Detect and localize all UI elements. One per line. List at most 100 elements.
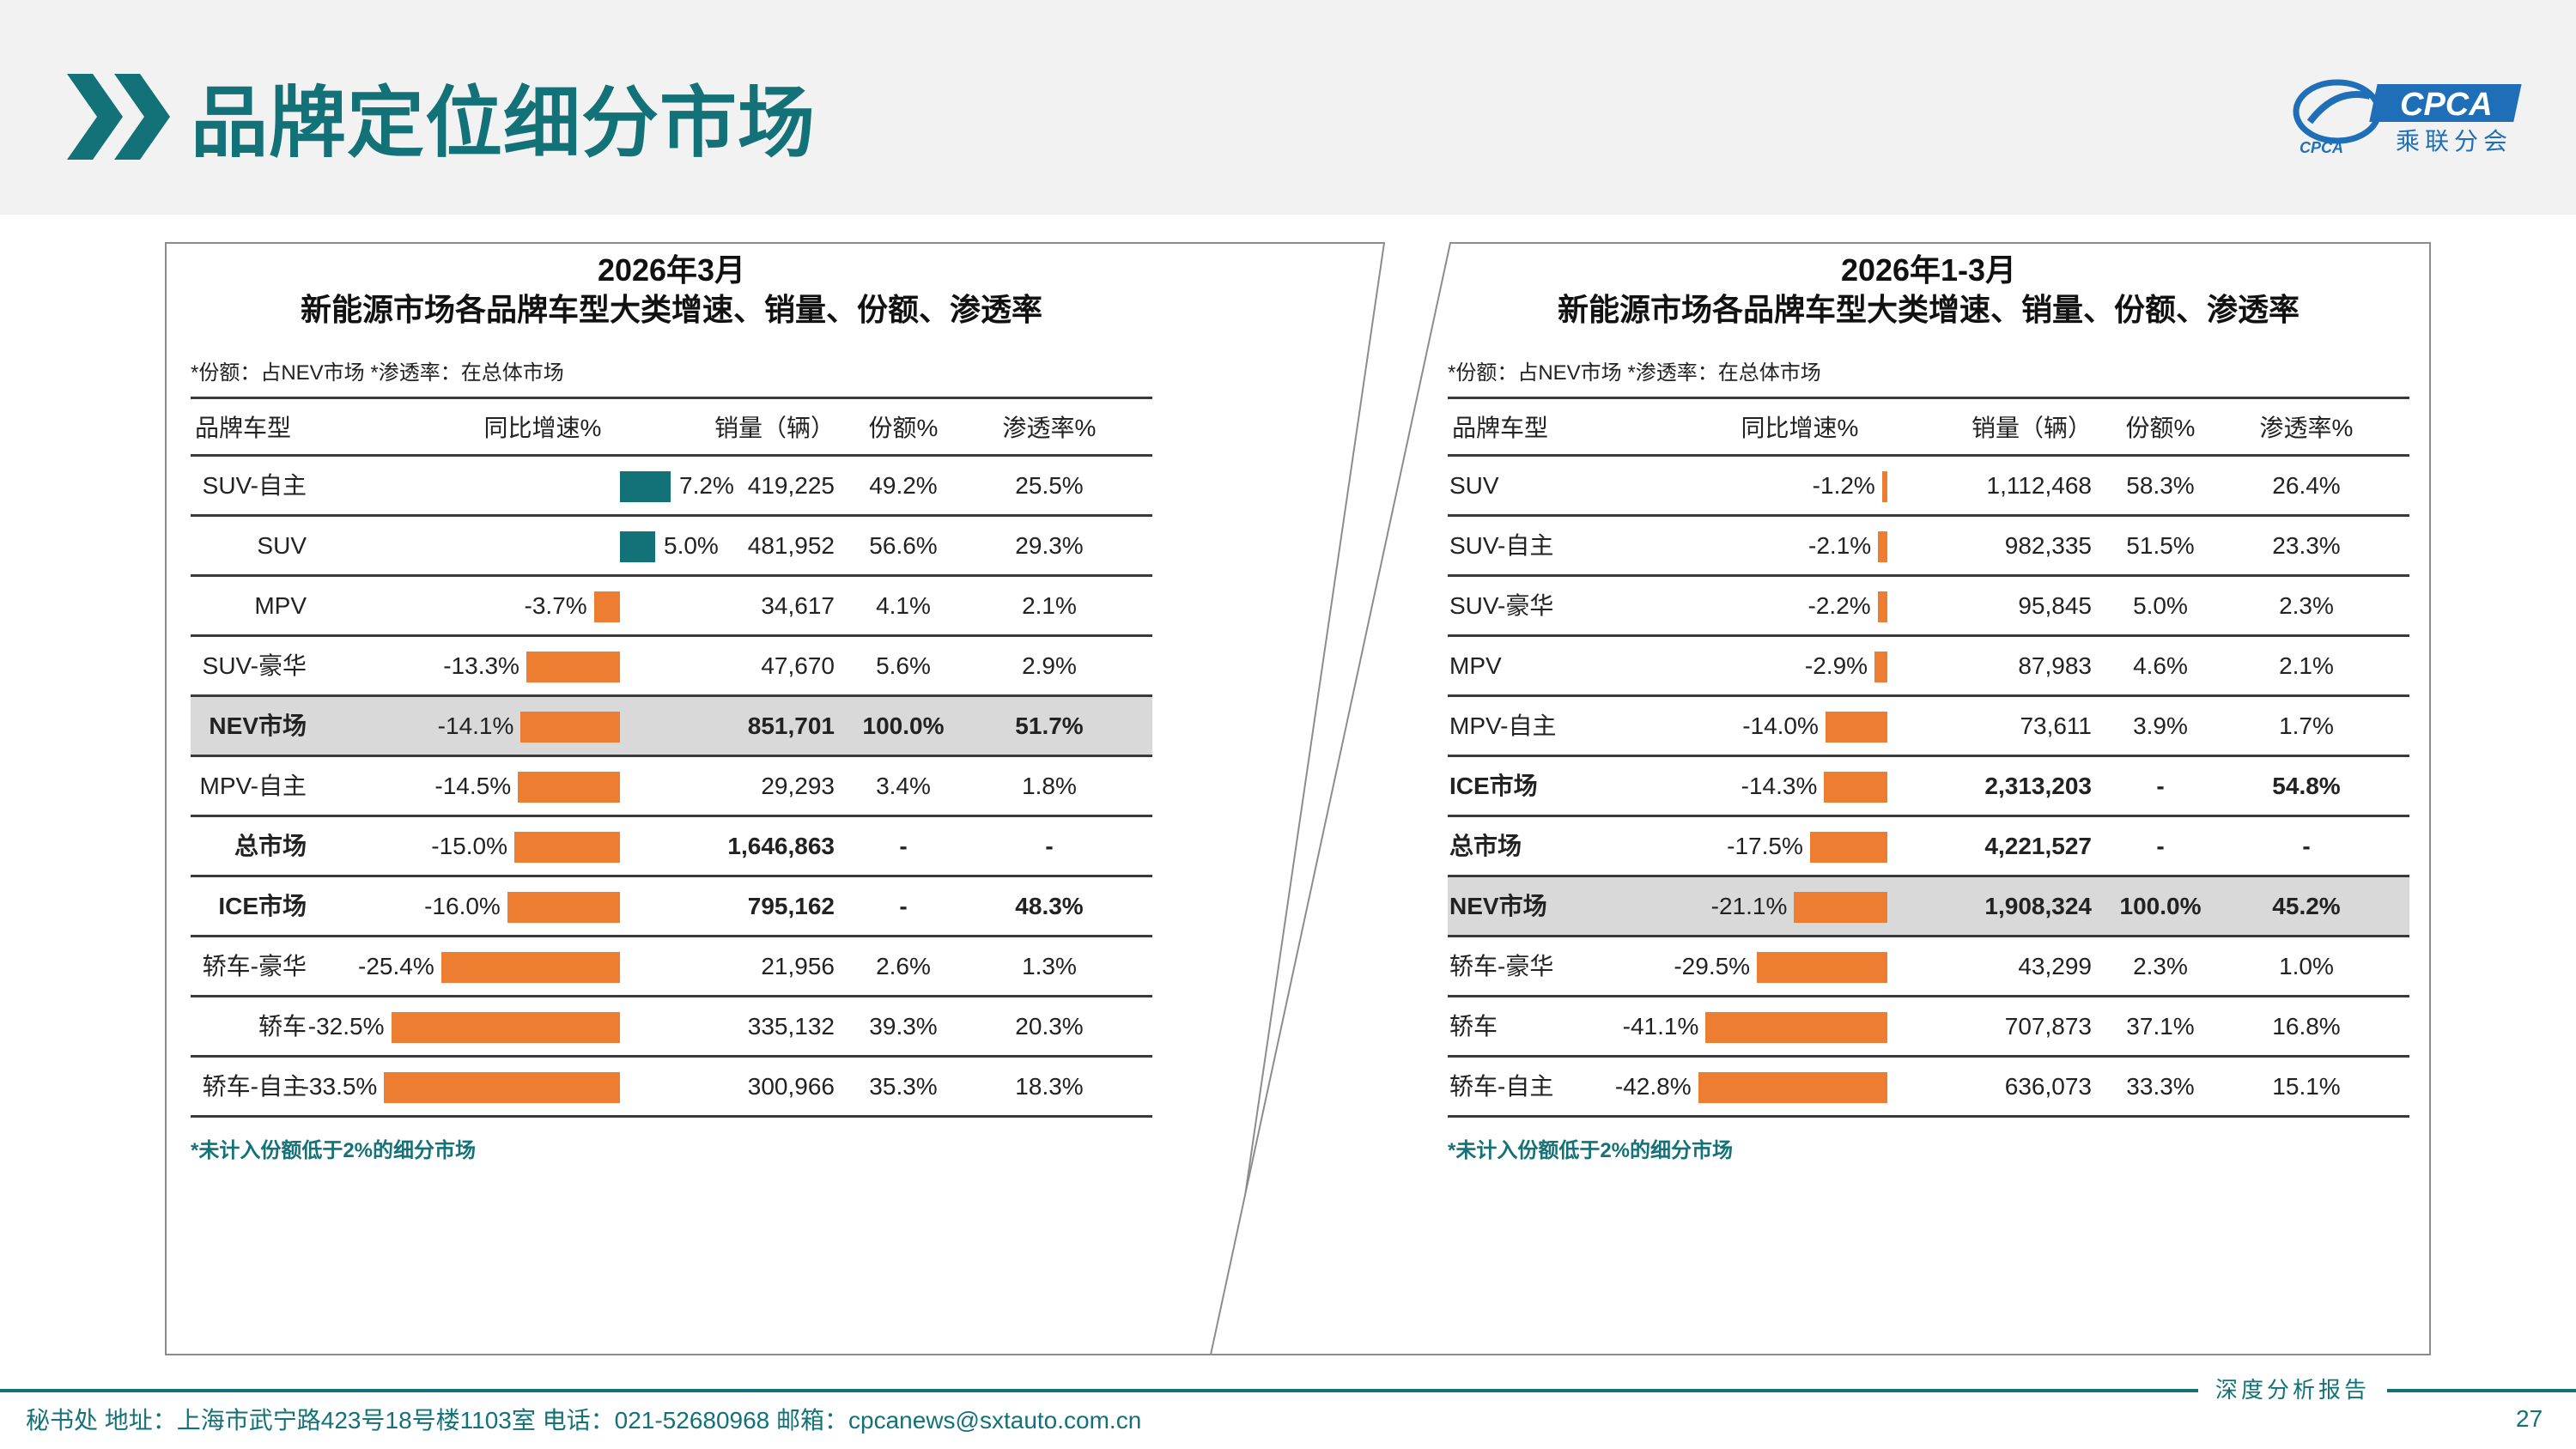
row-name: SUV <box>257 532 307 559</box>
row-name: 轿车-豪华 <box>202 953 307 979</box>
header-band <box>0 0 2576 215</box>
double-chevron-icon <box>67 74 170 160</box>
share-value: 33.3% <box>2126 1073 2195 1100</box>
table-row: SUV 5.0% 481,952 56.6% 29.3% <box>191 517 1152 577</box>
growth-label: -14.1% <box>437 712 514 739</box>
row-name: MPV <box>1449 652 1502 679</box>
growth-label: -41.1% <box>1622 1013 1699 1040</box>
column-header-sales: 销量（辆） <box>1971 415 2092 441</box>
table-row: 总市场 -17.5% 4,221,527 - - <box>1448 817 2409 877</box>
row-name: SUV-自主 <box>202 472 307 499</box>
row-name: SUV-豪华 <box>1449 592 1554 619</box>
column-header-name: 品牌车型 <box>195 415 292 441</box>
column-header-growth: 同比增速% <box>483 415 602 441</box>
row-name: NEV市场 <box>1449 893 1547 919</box>
growth-bar <box>1794 892 1887 923</box>
growth-bar <box>593 591 620 622</box>
sales-value: 795,162 <box>747 893 835 919</box>
footer-rule <box>0 1389 2576 1392</box>
footer-contact: 秘书处 地址：上海市武宁路423号18号楼1103室 电话：021-526809… <box>26 1407 1142 1434</box>
share-value: - <box>899 893 908 919</box>
penetration-value: 29.3% <box>1015 532 1084 559</box>
growth-label: -2.9% <box>1804 652 1868 679</box>
chart-footnote: *未计入份额低于2%的细分市场 <box>1448 1139 1734 1162</box>
sales-value: 335,132 <box>747 1013 835 1040</box>
table-row: SUV-豪华 -2.2% 95,845 5.0% 2.3% <box>1448 577 2409 637</box>
chart-note: *份额：占NEV市场 *渗透率：在总体市场 <box>191 361 564 385</box>
report-tag: 深度分析报告 <box>2198 1375 2387 1406</box>
share-value: 2.3% <box>2133 953 2188 979</box>
growth-label: -42.8% <box>1614 1073 1692 1100</box>
table-row: 轿车-豪华 -25.4% 21,956 2.6% 1.3% <box>191 937 1152 997</box>
sales-value: 43,299 <box>2018 953 2092 979</box>
share-value: 58.3% <box>2126 472 2195 499</box>
growth-bar <box>514 832 620 863</box>
share-value: 2.6% <box>876 953 931 979</box>
penetration-value: 54.8% <box>2272 773 2341 799</box>
column-header-penetration: 渗透率% <box>1002 415 1097 441</box>
table-row: MPV-自主 -14.5% 29,293 3.4% 1.8% <box>191 757 1152 817</box>
growth-label: -15.0% <box>431 833 507 859</box>
share-value: 37.1% <box>2126 1013 2195 1040</box>
penetration-value: 45.2% <box>2272 893 2341 919</box>
growth-bar <box>520 712 620 743</box>
growth-label: -2.1% <box>1808 532 1872 559</box>
row-name: SUV <box>1449 472 1499 499</box>
share-value: 3.9% <box>2133 712 2188 739</box>
table-row: NEV市场 -21.1% 1,908,324 100.0% 45.2% <box>1448 877 2409 937</box>
sales-value: 419,225 <box>747 472 835 499</box>
growth-bar <box>1877 591 1887 622</box>
table-row: SUV-自主 7.2% 419,225 49.2% 25.5% <box>191 457 1152 517</box>
growth-label: -2.2% <box>1807 592 1871 619</box>
table-row: MPV -3.7% 34,617 4.1% 2.1% <box>191 577 1152 637</box>
penetration-value: 51.7% <box>1015 712 1084 739</box>
table-row: MPV-自主 -14.0% 73,611 3.9% 1.7% <box>1448 697 2409 757</box>
penetration-value: 20.3% <box>1015 1013 1084 1040</box>
sales-value: 21,956 <box>761 953 835 979</box>
sales-value: 1,908,324 <box>1984 893 2092 919</box>
share-value: 100.0% <box>2119 893 2202 919</box>
sales-value: 73,611 <box>2020 712 2092 739</box>
growth-bar <box>1705 1012 1887 1043</box>
growth-label: -3.7% <box>524 592 587 619</box>
row-name: ICE市场 <box>1449 773 1538 799</box>
row-name: 轿车 <box>258 1013 307 1040</box>
sales-value: 29,293 <box>761 773 835 799</box>
table-row: 轿车 -32.5% 335,132 39.3% 20.3% <box>191 997 1152 1058</box>
table-row: NEV市场 -14.1% 851,701 100.0% 51.7% <box>191 697 1152 757</box>
row-name: ICE市场 <box>218 893 307 919</box>
share-value: - <box>2156 833 2165 859</box>
growth-label: -25.4% <box>358 953 434 979</box>
growth-label: -1.2% <box>1812 472 1875 499</box>
growth-label: -14.5% <box>434 773 512 799</box>
penetration-value: 1.8% <box>1022 773 1077 799</box>
table-row: 轿车 -41.1% 707,873 37.1% 16.8% <box>1448 997 2409 1058</box>
penetration-value: 25.5% <box>1015 472 1084 499</box>
share-value: 51.5% <box>2126 532 2195 559</box>
penetration-value: 2.3% <box>2279 592 2334 619</box>
penetration-value: 2.9% <box>1022 652 1077 679</box>
row-name: 轿车-自主 <box>202 1073 307 1100</box>
growth-label: 5.0% <box>664 532 719 559</box>
growth-bar <box>507 892 620 923</box>
share-value: - <box>2156 773 2165 799</box>
sales-value: 707,873 <box>2004 1013 2092 1040</box>
penetration-value: 48.3% <box>1015 893 1084 919</box>
share-value: 100.0% <box>862 712 945 739</box>
growth-label: -21.1% <box>1710 893 1788 919</box>
row-name: SUV-自主 <box>1449 532 1554 559</box>
row-name: 总市场 <box>1449 833 1522 859</box>
share-value: - <box>899 833 908 859</box>
table-header-row: 品牌车型 同比增速% 销量（辆） 份额% 渗透率% <box>1448 397 2409 457</box>
column-header-penetration: 渗透率% <box>2259 415 2354 441</box>
penetration-value: - <box>1045 833 1054 859</box>
growth-bar <box>440 952 620 983</box>
growth-bar <box>1874 652 1887 682</box>
penetration-value: 2.1% <box>1022 592 1077 619</box>
row-name: 轿车 <box>1449 1013 1498 1040</box>
table-row: SUV-自主 -2.1% 982,335 51.5% 23.3% <box>1448 517 2409 577</box>
growth-bar <box>518 772 620 803</box>
growth-label: -13.3% <box>443 652 519 679</box>
chart-footnote: *未计入份额低于2%的细分市场 <box>191 1139 477 1162</box>
table-row: ICE市场 -14.3% 2,313,203 - 54.8% <box>1448 757 2409 817</box>
